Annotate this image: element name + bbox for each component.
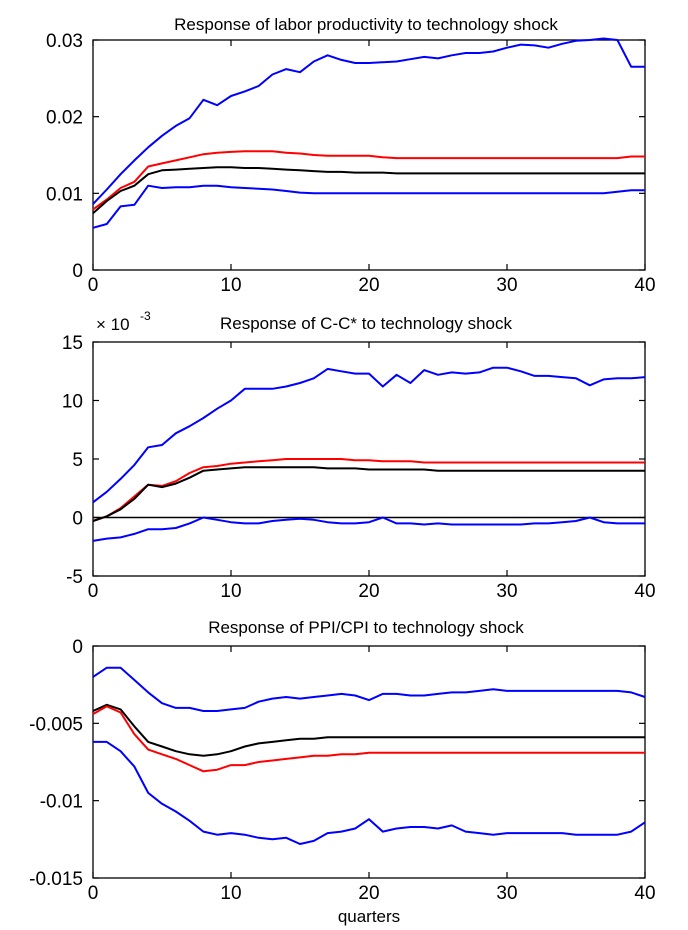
- x-tick-label: 30: [496, 883, 517, 904]
- y-tick-label: 0.02: [46, 108, 83, 129]
- series-line-upper: [92, 666, 646, 712]
- axis-ticks: 0 10 20 30 40 0 0.01 0.02 0.03: [46, 31, 656, 296]
- x-tick-label: 10: [220, 275, 241, 296]
- x-tick-label: 20: [358, 275, 379, 296]
- y-tick-label: 15: [62, 333, 83, 354]
- series-line-median: [92, 150, 645, 211]
- series-line-lower: [93, 740, 646, 845]
- x-tick-label: 20: [358, 883, 379, 904]
- x-tick-label: 40: [634, 275, 655, 296]
- x-axis-label: quarters: [338, 907, 400, 926]
- x-tick-label: 10: [220, 581, 241, 602]
- x-tick-label: 0: [88, 883, 99, 904]
- y-tick-label: -5: [66, 567, 83, 588]
- y-tick-label: 10: [62, 392, 83, 413]
- axis-multiplier-exponent: -3: [140, 309, 151, 323]
- series-lines: [92, 666, 646, 845]
- axis-ticks: 0 10 20 30 40 -0.015 -0.01 -0.005 0: [29, 637, 655, 904]
- plot-area-frame: [92, 645, 646, 879]
- y-tick-label: 0.03: [46, 31, 83, 52]
- panel-title: Response of PPI/CPI to technology shock: [208, 618, 524, 637]
- series-line-upper: [92, 366, 646, 504]
- panel-title: Response of labor productivity to techno…: [174, 15, 558, 34]
- panel-consumption-gap: Response of C-C* to technology shock × 1…: [62, 309, 656, 602]
- series-line-point: [92, 466, 645, 522]
- axis-multiplier: × 10: [96, 315, 130, 334]
- y-tick-label: 0: [72, 509, 83, 530]
- x-tick-label: 10: [220, 883, 241, 904]
- y-tick-label: -0.005: [29, 714, 83, 735]
- y-tick-label: 5: [72, 450, 83, 471]
- panel-title: Response of C-C* to technology shock: [220, 314, 512, 333]
- y-tick-label: 0: [72, 637, 83, 658]
- x-tick-label: 20: [358, 581, 379, 602]
- series-line-point: [92, 166, 645, 215]
- series-line-median: [92, 458, 645, 522]
- x-tick-label: 40: [634, 883, 655, 904]
- series-line-point: [92, 703, 645, 757]
- series-line-median: [92, 705, 645, 773]
- y-tick-label: -0.01: [40, 792, 83, 813]
- series-lines: [92, 37, 645, 229]
- panel-ppi-cpi: Response of PPI/CPI to technology shock …: [29, 618, 655, 926]
- series-line-upper: [92, 37, 645, 205]
- x-tick-label: 30: [496, 581, 517, 602]
- series-line-lower: [92, 184, 645, 229]
- series-lines: [92, 366, 646, 542]
- panel-labor-productivity: Response of labor productivity to techno…: [46, 15, 656, 296]
- x-tick-label: 40: [634, 581, 655, 602]
- x-tick-label: 0: [88, 275, 99, 296]
- x-tick-label: 30: [496, 275, 517, 296]
- y-tick-label: 0: [72, 261, 83, 282]
- series-line-lower: [92, 516, 645, 542]
- x-tick-label: 0: [88, 581, 99, 602]
- y-tick-label: -0.015: [29, 869, 83, 890]
- y-tick-label: 0.01: [46, 184, 83, 205]
